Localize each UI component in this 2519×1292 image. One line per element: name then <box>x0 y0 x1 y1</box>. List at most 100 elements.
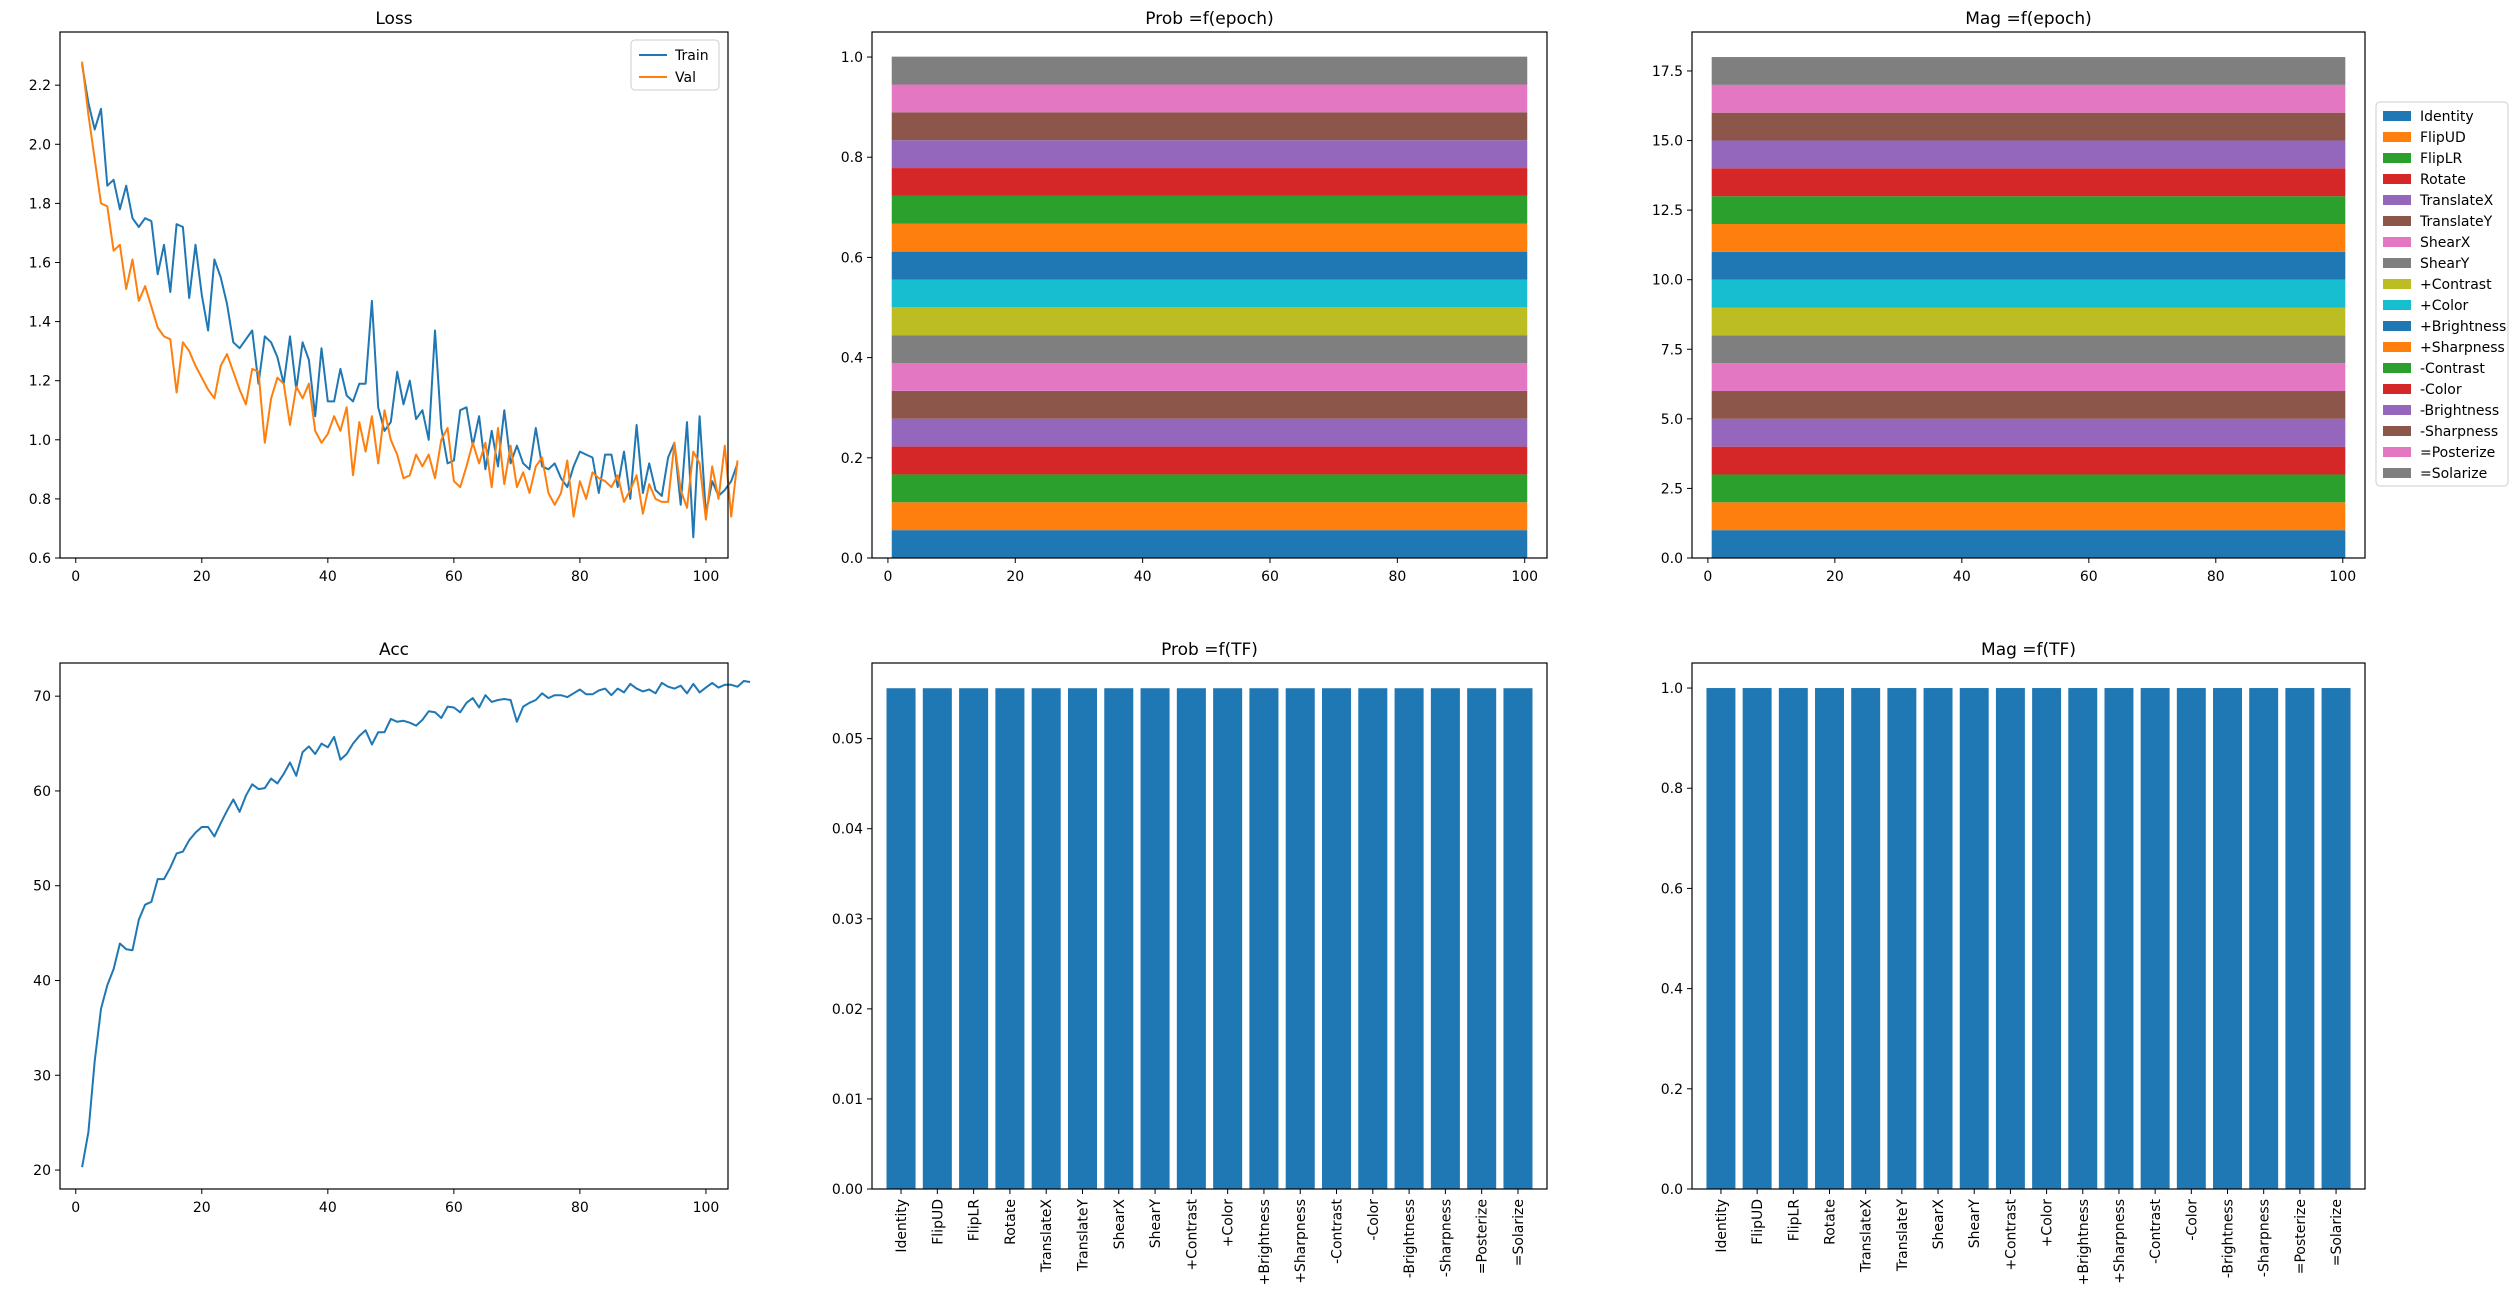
legend-swatch <box>2383 321 2411 331</box>
legend-label: +Sharpness <box>2420 340 2505 356</box>
legend-label: -Color <box>2420 382 2462 398</box>
stacked-bar-layer-5 <box>1711 418 2346 447</box>
x-tick-label: 20 <box>1826 569 1844 585</box>
bar <box>1176 688 1206 1189</box>
bar <box>2285 688 2315 1189</box>
x-tick-label: 40 <box>1134 569 1152 585</box>
legend: Identity FlipUD FlipLR Rotate TranslateX Tran… <box>2375 101 2509 487</box>
subplot-6: Mag =f(TF) 0.0 0.2 0.4 0.6 0.8 1.0 Identity Flip… <box>1661 640 2366 1285</box>
y-tick-label: 1.4 <box>29 315 51 331</box>
chart-title: Prob =f(TF) <box>1161 640 1258 660</box>
stacked-bar-layer-13 <box>891 195 1528 224</box>
subplot-2: Prob =f(epoch) 0.0 0.2 0.4 0.6 0.8 1.0 0 20 40 60 8… <box>841 9 1548 585</box>
bar <box>1503 688 1533 1189</box>
x-tick-label: =Posterize <box>2293 1199 2309 1274</box>
x-tick-label: +Sharpness <box>1293 1199 1309 1284</box>
stacked-bar-layer-5 <box>891 418 1528 447</box>
y-tick-label: 1.0 <box>841 50 863 66</box>
y-tick-label: 0.0 <box>841 551 863 567</box>
stacked-bar-layer-6 <box>891 390 1528 419</box>
x-tick-label: 0 <box>71 1200 80 1216</box>
axes-frame <box>1691 31 2366 559</box>
y-tick-label: 0.4 <box>841 351 863 367</box>
y-tick-label: 40 <box>33 973 51 989</box>
bar <box>1706 688 1736 1189</box>
y-tick-label: 0.02 <box>832 1002 863 1018</box>
axes-frame <box>871 31 1548 559</box>
x-tick-label: =Solarize <box>2329 1199 2345 1266</box>
y-tick-label: 0.04 <box>832 822 863 838</box>
legend-label: +Brightness <box>2420 319 2506 335</box>
stacked-bar-layer-15 <box>1711 140 2346 169</box>
y-tick-label: 0.8 <box>1661 781 1683 797</box>
x-tick-label: +Contrast <box>1184 1199 1200 1271</box>
x-tick-label: 100 <box>693 569 720 585</box>
y-tick-label: 70 <box>33 689 51 705</box>
legend-label: TranslateY <box>2419 214 2493 230</box>
legend-swatch <box>2383 153 2411 163</box>
stacked-bar-layer-4 <box>891 446 1528 475</box>
y-tick-label: 1.8 <box>29 196 51 212</box>
bar <box>2032 688 2062 1189</box>
x-tick-label: 60 <box>2080 569 2098 585</box>
legend-swatch <box>2383 279 2411 289</box>
bar <box>1742 688 1772 1189</box>
legend-label: Rotate <box>2420 172 2466 188</box>
y-tick-label: 10.0 <box>1652 273 1683 289</box>
bar <box>1140 688 1170 1189</box>
bar <box>1322 688 1352 1189</box>
bar <box>1467 688 1497 1189</box>
x-tick-label: 40 <box>319 569 337 585</box>
bar <box>1213 688 1243 1189</box>
series-line-val <box>81 61 739 521</box>
stacked-bar-layer-10 <box>1711 279 2346 308</box>
y-tick-label: 1.2 <box>29 374 51 390</box>
x-tick-label: -Color <box>2184 1199 2200 1241</box>
x-tick-label: 100 <box>2329 569 2356 585</box>
stacked-bar-layer-13 <box>1711 196 2346 225</box>
y-tick-label: 0.4 <box>1661 982 1683 998</box>
legend-swatch <box>2383 174 2411 184</box>
stacked-bar-layer-2 <box>1711 502 2346 531</box>
y-tick-label: 0.6 <box>1661 881 1683 897</box>
legend-label: ShearY <box>2420 256 2470 272</box>
x-tick-label: Identity <box>894 1199 910 1253</box>
x-tick-label: =Solarize <box>1511 1199 1527 1266</box>
stacked-bar-layer-10 <box>891 279 1528 308</box>
stacked-bar-layer-18 <box>1711 57 2346 85</box>
bar <box>1778 688 1808 1189</box>
legend-swatch <box>2383 258 2411 268</box>
legend-label: Train <box>674 48 709 64</box>
stacked-bar-layer-7 <box>1711 363 2346 392</box>
chart-title: Mag =f(TF) <box>1981 640 2076 660</box>
y-tick-label: 0.01 <box>832 1092 863 1108</box>
bar <box>1358 688 1388 1189</box>
x-tick-label: 100 <box>1511 569 1538 585</box>
y-tick-label: 60 <box>33 784 51 800</box>
legend-swatch <box>2383 447 2411 457</box>
x-tick-label: 20 <box>193 569 211 585</box>
legend-label: Identity <box>2420 109 2474 125</box>
chart-title: Prob =f(epoch) <box>1145 9 1273 29</box>
x-tick-label: Rotate <box>1003 1199 1019 1245</box>
legend-swatch <box>2383 132 2411 142</box>
stacked-bar-layer-11 <box>891 251 1528 280</box>
stacked-bar-layer-17 <box>891 84 1528 113</box>
stacked-bar-layer-9 <box>1711 307 2346 336</box>
y-tick-label: 0.05 <box>832 732 863 748</box>
subplot-1: Loss 0.6 0.8 1.0 1.2 1.4 1.6 1.8 2.0 2.2 0 20 40 60 80… <box>29 9 739 585</box>
stacked-bar-layer-15 <box>891 140 1528 169</box>
x-tick-label: TranslateY <box>1895 1199 1911 1273</box>
legend-label: +Contrast <box>2420 277 2492 293</box>
stacked-bar-layer-18 <box>891 56 1528 85</box>
x-tick-label: FlipLR <box>967 1199 983 1242</box>
x-tick-label: 80 <box>2207 569 2225 585</box>
x-tick-label: 60 <box>445 569 463 585</box>
legend-swatch <box>2383 216 2411 226</box>
x-tick-label: -Brightness <box>2221 1199 2237 1278</box>
x-tick-label: 40 <box>319 1200 337 1216</box>
legend: Train Val <box>630 39 720 91</box>
y-tick-label: 1.6 <box>29 255 51 271</box>
x-tick-label: -Contrast <box>1330 1198 1346 1263</box>
